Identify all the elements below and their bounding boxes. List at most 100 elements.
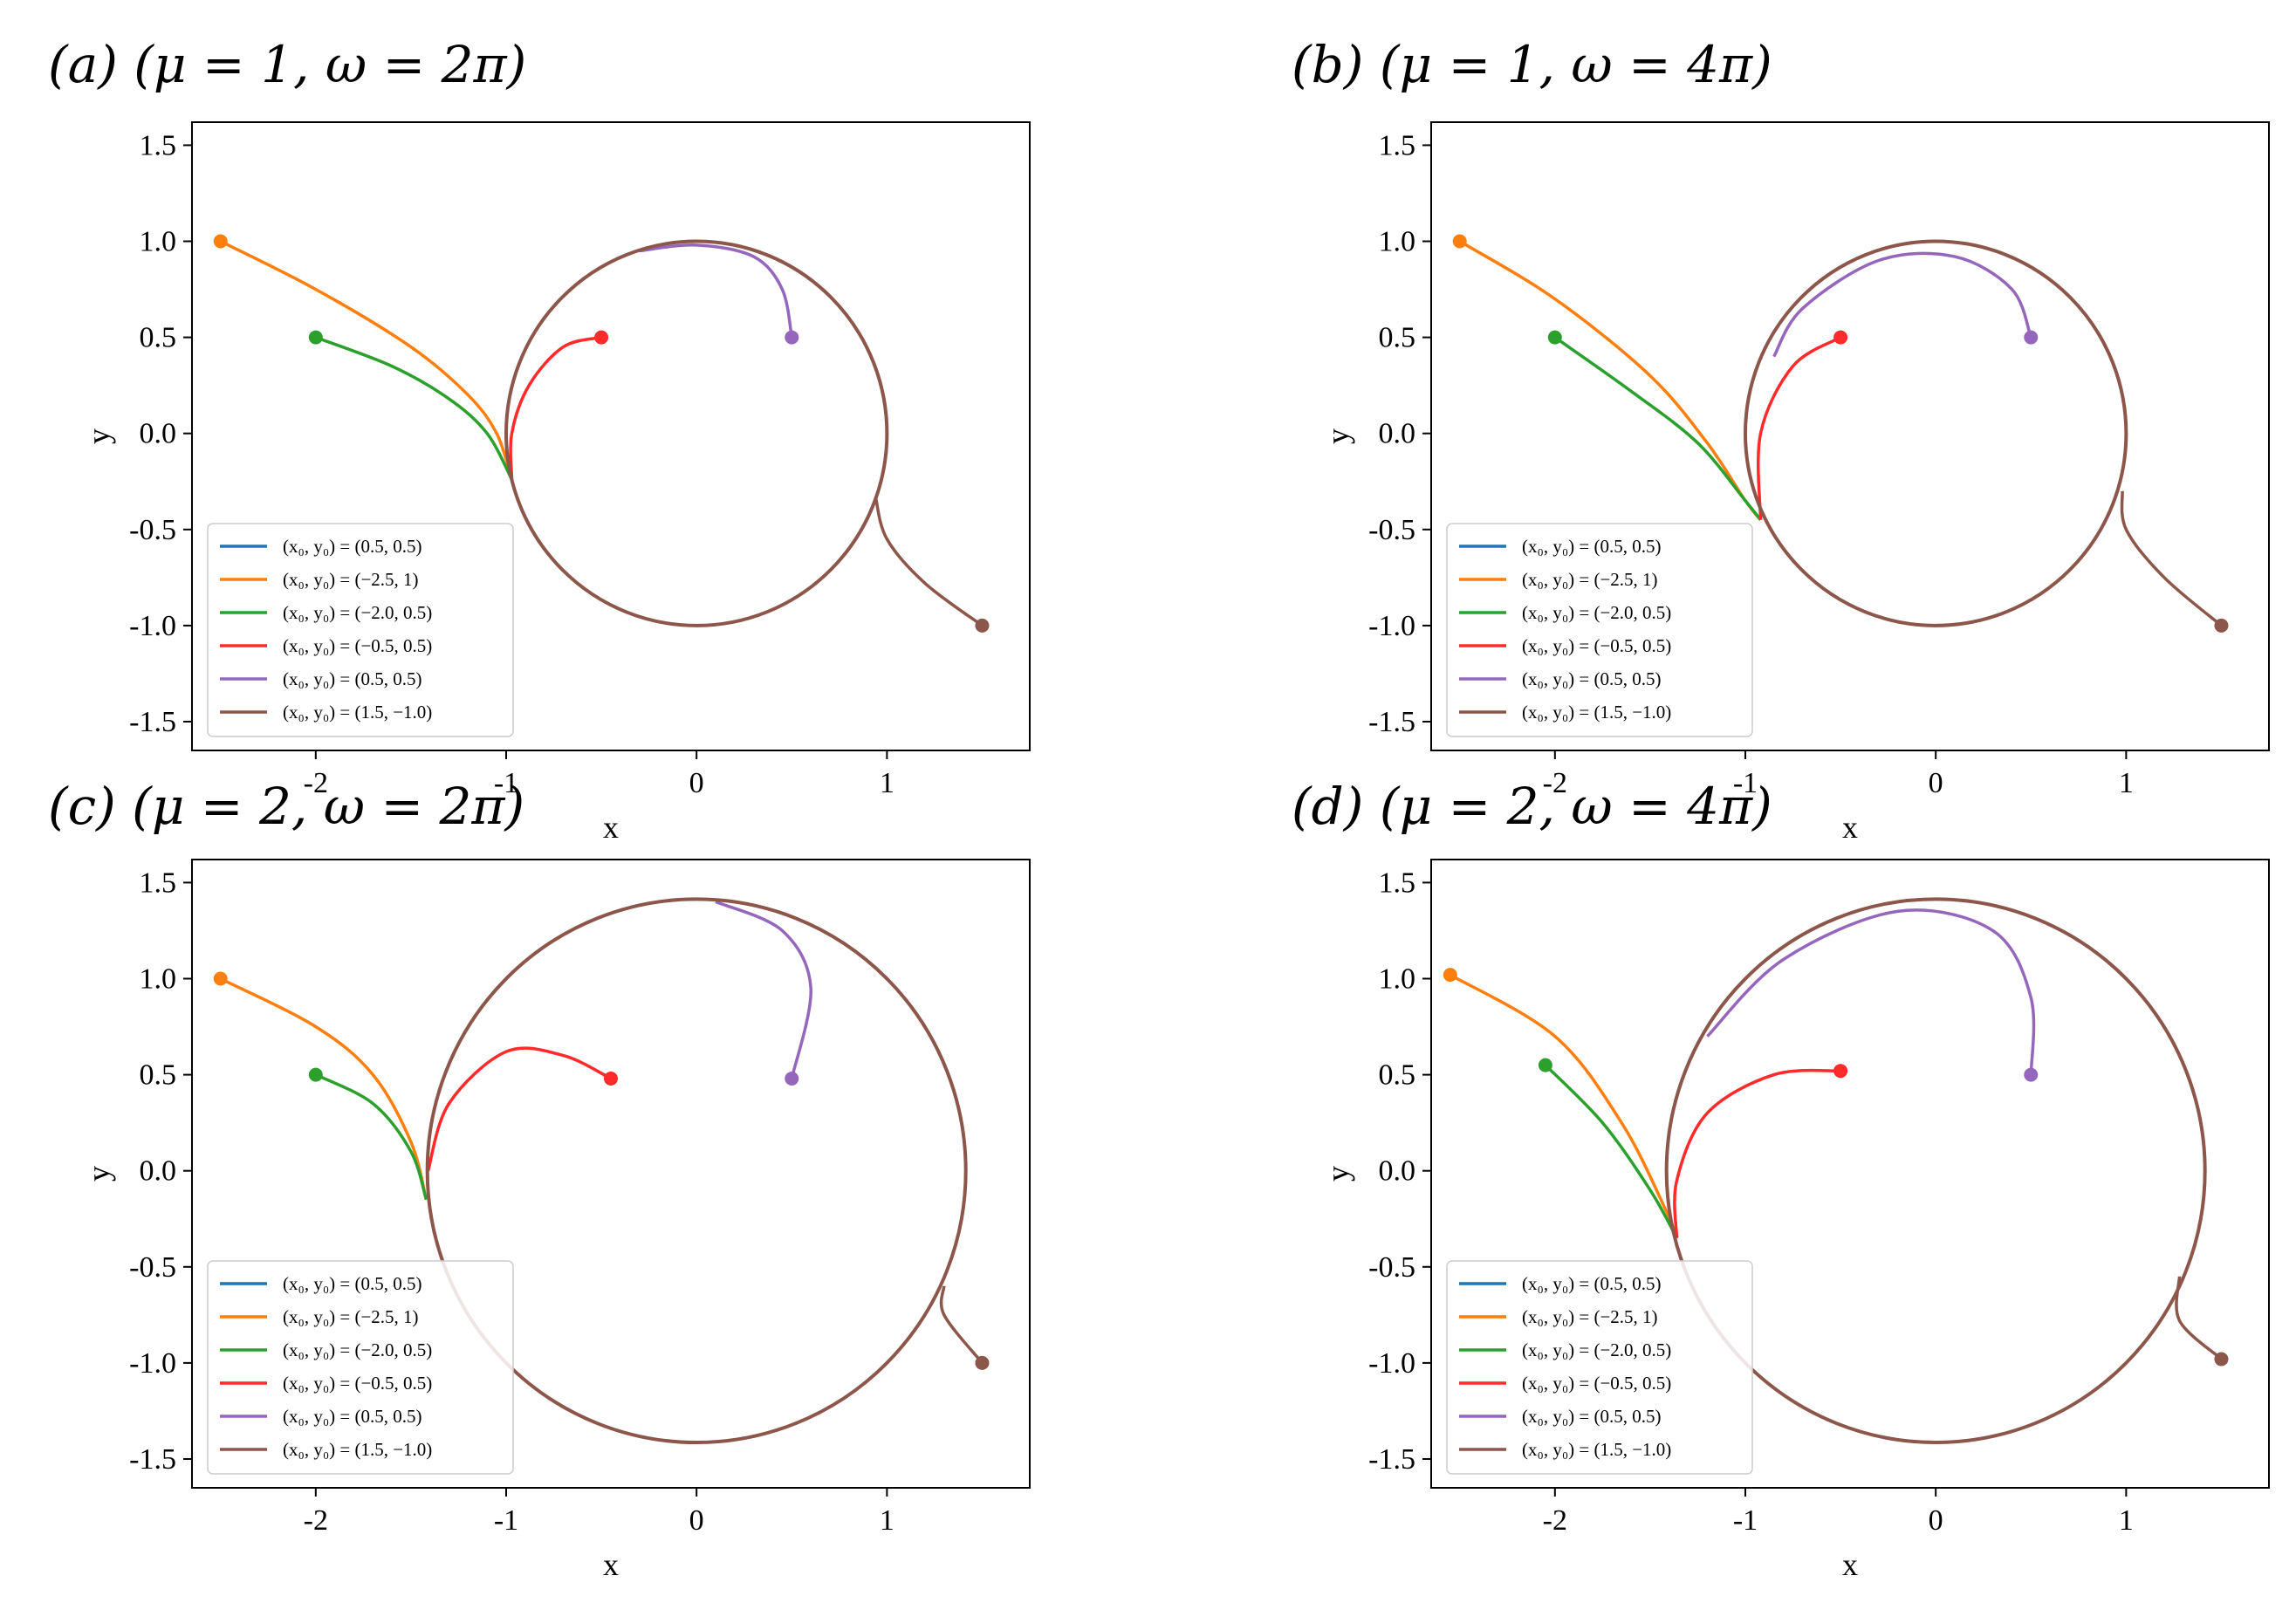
panel-b-legend [1446, 523, 1753, 737]
panel-b-legend-label: (x₀, y₀) = (0.5, 0.5) [1522, 536, 1661, 557]
panel-c-legend-label: (x₀, y₀) = (0.5, 0.5) [283, 1406, 422, 1427]
panel-a-xtick-label: 0 [689, 767, 704, 799]
panel-d-xtick-label: -1 [1733, 1504, 1758, 1537]
panel-b-xtick-label: 1 [2119, 767, 2134, 799]
panel-c-legend-label: (x₀, y₀) = (−0.5, 0.5) [283, 1373, 432, 1394]
panel-d-ytick-label: -1.0 [1368, 1347, 1415, 1380]
panel-b-title: (b) (μ = 1, ω = 4π) [1292, 35, 1772, 94]
panel-b-ytick-label: -0.5 [1368, 514, 1415, 546]
panel-c-ytick-label: 1.5 [140, 867, 177, 899]
panel-c-xtick-label: 0 [689, 1504, 704, 1537]
panel-c-ytick-label: -1.5 [129, 1443, 176, 1476]
panel-d-series-3-start-point [1833, 1064, 1848, 1079]
panel-d-ylabel: y [1320, 1166, 1355, 1182]
panel-d-axes-frame [1430, 859, 2270, 1489]
panel-c-series-5-start-point [975, 1355, 990, 1370]
panel-c-legend-label: (x₀, y₀) = (−2.5, 1) [283, 1306, 419, 1327]
panel-b-series-1-start-point [1452, 234, 1467, 249]
panel-d-plot: 1.5 1.0 0.5 0.0 -0.5 -1.0 -1.5 -2 -1 0 1 x y (x₀, y₀)… [1320, 859, 2270, 1582]
panel-b-xtick-label: -1 [1733, 767, 1758, 799]
panel-a-ytick-label: 0.5 [140, 322, 177, 354]
panel-d-series-1-start-point [1443, 968, 1457, 983]
panel-c-series-3-line [426, 1046, 612, 1172]
panel-b-ytick-label: -1.0 [1368, 610, 1415, 642]
panel-d-series-1-line [1449, 973, 1679, 1239]
panel-a-series-3-line [509, 335, 602, 480]
panel-d-series-5-line [2175, 1276, 2223, 1360]
panel-b-ytick-label: 1.0 [1379, 226, 1416, 258]
panel-d-xtick-label: -2 [1543, 1504, 1567, 1537]
panel-c-xlabel: x [603, 1547, 619, 1582]
panel-c-xtick-label: -1 [494, 1504, 518, 1537]
panel-b-legend-label: (x₀, y₀) = (−2.5, 1) [1522, 569, 1658, 590]
panel-a-legend-label: (x₀, y₀) = (0.5, 0.5) [283, 536, 422, 557]
panel-c-ylabel: y [81, 1166, 116, 1182]
panel-d-ytick-label: 1.5 [1379, 867, 1416, 899]
panel-d-legend-label: (x₀, y₀) = (−2.5, 1) [1522, 1306, 1658, 1327]
panel-c-ytick-label: 1.0 [140, 963, 177, 996]
panel-d-legend-label: (x₀, y₀) = (−0.5, 0.5) [1522, 1373, 1671, 1394]
panel-d-ytick-label: 0.5 [1379, 1059, 1416, 1092]
panel-c-series-2-line [315, 1073, 428, 1201]
panel-a-series-2-start-point [308, 330, 323, 345]
panel-a-series-4-line [639, 243, 794, 338]
panel-a-series-2-line [315, 335, 514, 481]
panel-c-series-2-start-point [308, 1067, 323, 1082]
panel-a-legend-label: (x₀, y₀) = (−2.0, 0.5) [283, 602, 432, 623]
panel-b-series-3-line [1757, 336, 1842, 520]
panel-a-series-1-start-point [213, 234, 228, 249]
panel-b-legend-label: (x₀, y₀) = (−2.0, 0.5) [1522, 602, 1671, 623]
panel-a-xtick-label: 1 [880, 767, 894, 799]
panel-b-plot: 1.5 1.0 0.5 0.0 -0.5 -1.0 -1.5 -2 -1 0 1 x y (x₀, y₀)… [1320, 121, 2270, 845]
panel-a-series-5-line [874, 496, 984, 627]
panel-c-series-1-line [219, 976, 428, 1201]
panel-a-legend-label: (x₀, y₀) = (−2.5, 1) [283, 569, 419, 590]
panel-d-ytick-label: -0.5 [1368, 1251, 1415, 1284]
panel-a-legend-label: (x₀, y₀) = (1.5, −1.0) [283, 702, 432, 723]
panel-b-xtick-label: 0 [1929, 767, 1943, 799]
panel-a-xtick-label: -1 [494, 767, 518, 799]
panel-b-series-2-start-point [1547, 330, 1562, 345]
panel-d-legend-label: (x₀, y₀) = (0.5, 0.5) [1522, 1273, 1661, 1294]
panel-b-legend-label: (x₀, y₀) = (−0.5, 0.5) [1522, 635, 1671, 656]
panel-c-legend-label: (x₀, y₀) = (−2.0, 0.5) [283, 1339, 432, 1360]
panel-d-series-2-start-point [1538, 1058, 1552, 1072]
panel-b-ytick-label: 1.5 [1379, 129, 1416, 161]
panel-d-legend-label: (x₀, y₀) = (0.5, 0.5) [1522, 1406, 1661, 1427]
panel-d-ytick-label: 1.0 [1379, 963, 1416, 996]
panel-b-xtick-label: -2 [1543, 767, 1567, 799]
panel-b-series-4-line [1772, 251, 2032, 358]
panel-d-legend-label: (x₀, y₀) = (1.5, −1.0) [1522, 1439, 1671, 1460]
panel-c-ytick-label: 0.0 [140, 1155, 177, 1188]
panel-c-ytick-label: -0.5 [129, 1251, 176, 1284]
panel-a-series-1-line [219, 239, 514, 481]
panel-c-series-3-start-point [604, 1072, 618, 1086]
panel-d-xlabel: x [1842, 1547, 1858, 1582]
panel-b-ylabel: y [1320, 428, 1355, 444]
panel-c-limit-cycle [425, 897, 968, 1445]
panel-c-legend-label: (x₀, y₀) = (0.5, 0.5) [283, 1273, 422, 1294]
panel-b-legend-label: (x₀, y₀) = (0.5, 0.5) [1522, 668, 1661, 689]
panel-d-ytick-label: 0.0 [1379, 1155, 1416, 1188]
panel-d-ytick-label: -1.5 [1368, 1443, 1415, 1476]
panel-d-legend [1446, 1260, 1753, 1475]
panel-b-ytick-label: 0.5 [1379, 322, 1416, 354]
panel-a-ytick-label: -1.0 [129, 610, 176, 642]
panel-d-series-4-line [1706, 908, 2036, 1075]
panel-d-xtick-label: 1 [2119, 1504, 2134, 1537]
panel-c-legend [207, 1260, 514, 1475]
panel-c-series-5-line [939, 1285, 984, 1364]
panel-a-limit-cycle [504, 239, 889, 627]
panel-b-axes-frame [1430, 121, 2270, 751]
panel-c-xtick-label: 1 [880, 1504, 894, 1537]
panel-a-xtick-label: -2 [304, 767, 328, 799]
panel-a-title: (a) (μ = 1, ω = 2π) [48, 35, 527, 94]
panel-b-series-3-start-point [1833, 330, 1848, 345]
panel-b-series-1-line [1458, 240, 1762, 521]
panel-a-ytick-label: 1.5 [140, 129, 177, 161]
panel-d-series-3-line [1673, 1068, 1841, 1238]
panel-a-legend-label: (x₀, y₀) = (0.5, 0.5) [283, 668, 422, 689]
panel-a-series-3-start-point [594, 330, 609, 345]
panel-b-limit-cycle [1744, 239, 2128, 627]
panel-a-ytick-label: -1.5 [129, 706, 176, 738]
